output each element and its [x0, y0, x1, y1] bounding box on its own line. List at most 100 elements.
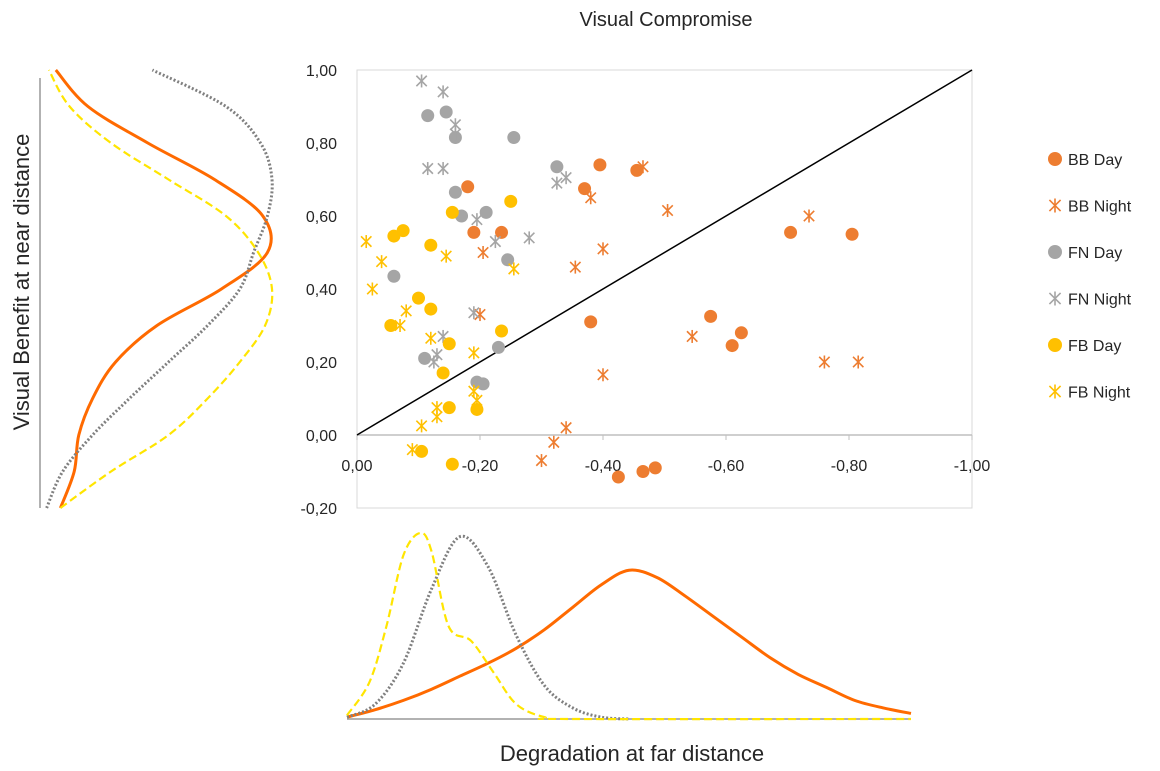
fn-day-point: [448, 185, 462, 199]
x-tick-label: -0,20: [462, 458, 499, 475]
fb-night-point: [508, 262, 520, 276]
fb-day-point: [504, 194, 518, 208]
axes: 0,00 -0,20 -0,40 -0,60 -0,80 -1,00 -0,20 0,00 0,…: [301, 63, 991, 518]
y-tick-label: 0,40: [306, 282, 337, 299]
fn-day-point: [479, 205, 493, 219]
legend-marker-fb-night: [1048, 384, 1062, 399]
fn-night-point: [523, 231, 535, 245]
bb-day-point: [630, 163, 644, 177]
bb-day-point: [584, 315, 598, 329]
bb-night-point: [661, 204, 674, 218]
y-tick-label: 0,20: [306, 355, 337, 372]
bb-day-point: [495, 225, 509, 239]
fb-day-point: [445, 205, 459, 219]
legend-marker-fn-night: [1048, 291, 1062, 306]
fb-day-point: [412, 291, 425, 305]
bb-day-point: [784, 225, 798, 239]
far-density-panel: [346, 531, 912, 721]
fn-night-point: [437, 162, 449, 176]
x-tick-label: -0,80: [831, 458, 868, 475]
bb-day-point: [461, 180, 475, 194]
fb-night-point: [366, 282, 379, 296]
reference-line-group: [356, 69, 973, 436]
y-tick-label: -0,20: [301, 501, 338, 518]
legend-label-bb-night: BB Night: [1068, 199, 1132, 216]
fn-day-point: [550, 160, 564, 174]
fb-night-point: [431, 410, 443, 424]
bb-night-point: [535, 454, 548, 468]
bb-night-point: [686, 329, 698, 343]
bb-night-point: [818, 355, 831, 369]
bb-day-point: [734, 326, 748, 340]
fb-night-point: [415, 419, 428, 433]
bb-night-point: [803, 209, 815, 223]
bb-night-point: [852, 355, 864, 369]
bb-night-point: [477, 246, 489, 259]
near-density-curve: [54, 69, 273, 509]
bb-night-point: [569, 260, 582, 274]
fb-day-point: [445, 457, 459, 471]
legend: BB Day BB Night FN Day FN Night FB Day FB Nig…: [1048, 152, 1132, 402]
legend-marker-bb-night: [1048, 198, 1062, 213]
x-tick-label: -1,00: [954, 458, 991, 475]
bb-day-point: [704, 309, 718, 323]
fb-day-point: [442, 337, 456, 351]
legend-marker-fn-day: [1048, 245, 1062, 259]
fn-night-point: [428, 355, 440, 369]
fb-day-point: [424, 238, 438, 252]
far-density-curve: [346, 531, 912, 721]
fb-day-point: [415, 444, 429, 458]
fn-night-point: [437, 85, 449, 99]
legend-label-fb-day: FB Day: [1068, 338, 1121, 355]
fb-day-point: [384, 319, 398, 332]
bb-night-point: [560, 421, 572, 435]
x-axis-label: Degradation at far distance: [500, 741, 764, 766]
fb-day-point: [470, 402, 484, 416]
fb-night-point: [375, 255, 388, 269]
fb-night-point: [394, 319, 406, 332]
fn-day-point: [387, 269, 401, 283]
fn-day-point: [439, 105, 453, 119]
legend-marker-bb-day: [1048, 152, 1062, 166]
legend-label-fb-night: FB Night: [1068, 385, 1131, 402]
legend-label-fn-night: FN Night: [1068, 292, 1132, 309]
y-tick-label: 0,00: [306, 428, 337, 445]
reference-line: [356, 69, 973, 436]
bb-night-point: [584, 191, 597, 205]
fb-night-point: [400, 304, 412, 318]
legend-label-bb-day: BB Day: [1068, 152, 1122, 169]
fb-night-point: [406, 443, 419, 457]
fn-day-point: [491, 340, 505, 354]
fb-night-point: [425, 331, 437, 345]
fn-day-point: [421, 109, 435, 123]
bb-day-point: [636, 465, 650, 478]
data-marks: [360, 74, 864, 484]
legend-label-fn-day: FN Day: [1068, 245, 1122, 262]
fn-night-point: [415, 74, 428, 88]
fn-day-point: [476, 377, 490, 391]
fb-night-point: [471, 393, 483, 407]
fb-night-point: [440, 249, 452, 263]
x-tick-label: -0,40: [585, 458, 622, 475]
fn-night-point: [471, 213, 483, 227]
fn-day-point: [418, 351, 432, 365]
fb-day-point: [442, 401, 456, 415]
fb-night-point: [468, 346, 480, 360]
bb-night-point: [548, 435, 560, 449]
bb-day-point: [845, 227, 859, 241]
bb-night-point: [597, 242, 609, 256]
fn-night-point: [468, 306, 480, 320]
legend-marker-fb-day: [1048, 338, 1062, 352]
bb-day-point: [467, 225, 481, 239]
fb-day-point: [495, 324, 509, 338]
x-tick-label: -0,60: [708, 458, 745, 475]
fb-day-point: [396, 224, 410, 238]
bb-day-point: [725, 339, 739, 353]
plot-area-frame: [356, 69, 973, 509]
fb-day-point: [436, 366, 450, 380]
bb-night-point: [637, 160, 649, 174]
fn-night-point: [551, 176, 563, 190]
near-density-panel: [45, 68, 274, 509]
near-density-curve: [47, 69, 274, 509]
